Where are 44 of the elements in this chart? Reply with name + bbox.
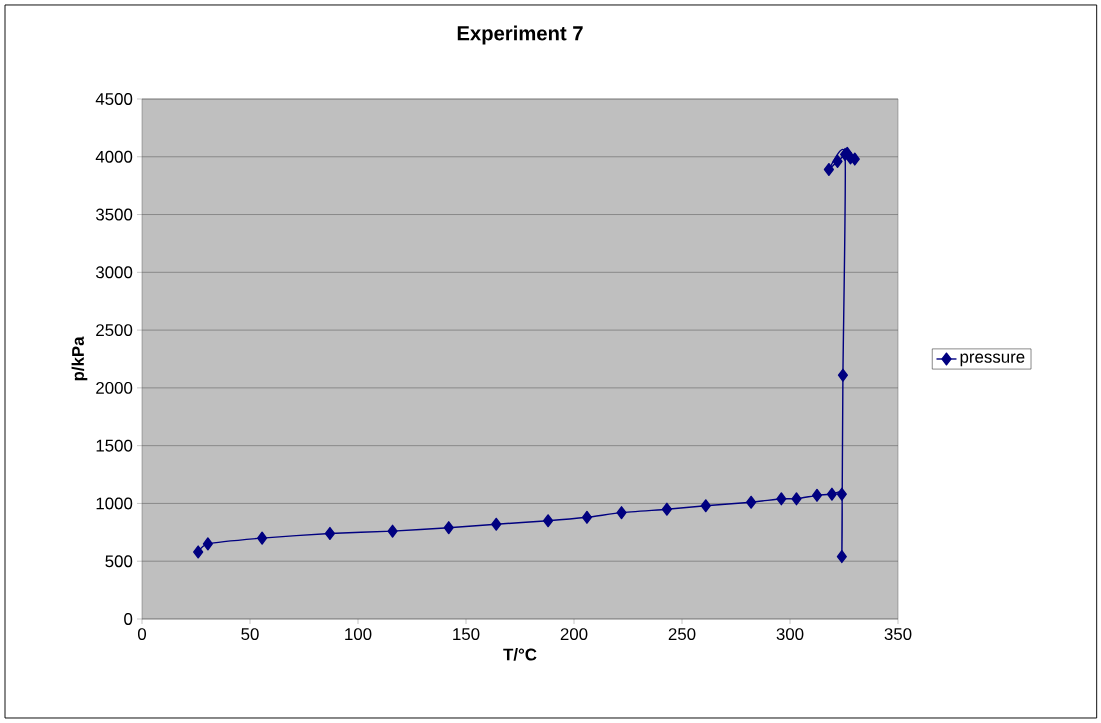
y-tick-label: 500 [105,555,133,568]
x-tick-label: 100 [345,628,372,641]
point [491,517,502,531]
y-axis-title: p/kPa [71,336,88,381]
point [202,537,213,551]
point [661,502,672,516]
point [324,526,336,541]
y-tick-label: 1000 [96,497,133,510]
legend-label: pressure [960,353,1025,367]
point [811,488,823,502]
y-tick-label: 1500 [96,439,133,452]
x-tick-label: 150 [453,628,480,641]
point [776,492,787,506]
x-tick-label: 250 [668,628,696,641]
x-tick-label: 350 [884,628,912,641]
point [826,487,838,501]
point [700,499,711,513]
x-tick-label: 300 [776,628,804,641]
y-tick-label: 2500 [96,324,133,337]
x-tick-label: 50 [241,628,259,641]
x-axis-title: T/°C [503,648,537,661]
chart-title: Experiment 7 [457,25,583,45]
y-tick-label: 2000 [96,381,133,394]
point [542,514,554,528]
point [837,368,849,382]
y-tick-label: 4500 [95,93,133,105]
point [193,545,204,559]
point [823,162,834,177]
x-tick-label: 0 [137,628,147,641]
y-tick-label: 3000 [95,266,133,279]
point [387,524,398,538]
y-tick-label: 0 [124,613,133,625]
point [791,492,802,506]
point [836,487,847,501]
y-tick-label: 4000 [95,150,133,163]
point [836,550,847,564]
y-tick-label: 3500 [95,208,133,221]
point [443,521,454,535]
x-tick-label: 200 [560,628,588,641]
point [616,506,627,520]
point [581,510,593,524]
point [746,495,757,509]
point [832,154,843,168]
point [257,531,268,545]
